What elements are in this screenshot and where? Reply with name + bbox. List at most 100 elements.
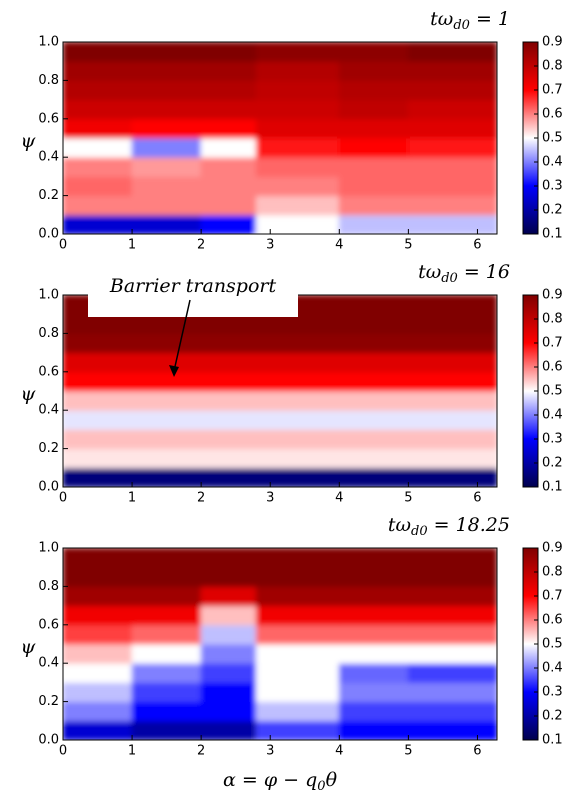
colorbar-tick-label: 0.5 — [542, 384, 563, 399]
colorbar-tick-label: 0.3 — [542, 432, 563, 447]
heatmap-cell — [131, 214, 202, 234]
heatmap-cell — [63, 428, 497, 450]
y-tick-label: 0.0 — [38, 227, 59, 242]
plot-frame — [62, 41, 498, 235]
x-tick-label: 5 — [404, 491, 412, 506]
heatmap-cell — [200, 118, 257, 139]
heatmap-cell — [255, 548, 340, 568]
colorbar-tick-label: 0.3 — [542, 685, 563, 700]
heatmap-cell — [63, 467, 497, 487]
heatmap-cell — [255, 624, 340, 645]
x-tick-label: 3 — [266, 238, 274, 253]
heatmap-cell — [200, 624, 257, 645]
heatmap-cell — [131, 99, 202, 120]
heatmap-cell — [63, 448, 497, 469]
colorbar-tick-label: 0.4 — [542, 155, 563, 170]
colorbar-tick-label: 0.2 — [542, 203, 563, 218]
colorbar-tick-label: 0.2 — [542, 456, 563, 471]
heatmap-cell — [338, 548, 409, 568]
y-axis-label: ψ — [21, 383, 37, 405]
heatmap-cell — [338, 662, 409, 683]
heatmap-cell — [407, 720, 497, 740]
heatmap-cell — [63, 313, 497, 334]
y-axis-label: ψ — [21, 130, 37, 152]
y-tick-label: 0.0 — [38, 733, 59, 748]
heatmap-cell — [200, 214, 257, 234]
heatmap-cell — [131, 585, 202, 607]
heatmap-cell — [255, 643, 340, 664]
heatmap-cell — [200, 548, 257, 568]
heatmap-cell — [131, 175, 202, 197]
heatmap-cell — [338, 585, 409, 607]
x-tick-label: 3 — [266, 491, 274, 506]
heatmap-cell — [200, 585, 257, 607]
heatmap-cell — [255, 175, 340, 197]
x-tick-label: 0 — [59, 491, 67, 506]
colorbar-tick-label: 0.6 — [542, 107, 563, 122]
x-tick-label: 4 — [335, 491, 343, 506]
heatmap-cell — [63, 624, 133, 645]
heatmap-cell — [255, 118, 340, 139]
y-tick-label: 0.4 — [38, 150, 59, 165]
heatmap-cell — [338, 175, 409, 197]
heatmap-cell — [63, 99, 133, 120]
x-tick-label: 5 — [404, 744, 412, 759]
y-tick-label: 0.8 — [38, 73, 59, 88]
heatmap-cell — [255, 720, 340, 740]
heatmap-cell — [407, 99, 497, 120]
colorbar-tick-label: 0.9 — [542, 35, 563, 50]
y-tick-label: 0.6 — [38, 617, 59, 632]
y-tick-label: 1.0 — [38, 35, 59, 50]
heatmap-cell — [255, 662, 340, 683]
y-tick-label: 0.2 — [38, 441, 59, 456]
heatmap-cell — [338, 60, 409, 81]
heatmap-cell — [131, 566, 202, 587]
x-tick-label: 4 — [335, 238, 343, 253]
y-tick-label: 1.0 — [38, 288, 59, 303]
heatmap-cell — [131, 643, 202, 664]
heatmap-cell — [200, 643, 257, 664]
heatmap-cell — [255, 42, 340, 62]
colorbar-tick-label: 0.5 — [542, 637, 563, 652]
heatmap-cell — [338, 624, 409, 645]
heatmap-cell — [255, 585, 340, 607]
heatmap-cell — [131, 118, 202, 139]
x-tick-label: 0 — [59, 238, 67, 253]
heatmap-cell — [407, 701, 497, 722]
heatmap-cell — [255, 99, 340, 120]
heatmap-cell — [131, 720, 202, 740]
heatmap-cell — [63, 137, 133, 158]
heatmap-cell — [338, 79, 409, 101]
heatmap-cell — [338, 195, 409, 216]
heatmap-cell — [200, 79, 257, 101]
heatmap-cell — [63, 681, 133, 703]
panel-title: tωd0 = 1 — [430, 8, 510, 33]
heatmap-cell — [63, 79, 133, 101]
heatmap-cell — [63, 214, 133, 234]
heatmap-cell — [255, 137, 340, 158]
x-tick-label: 1 — [128, 491, 136, 506]
y-tick-label: 0.4 — [38, 656, 59, 671]
heatmap-cell — [407, 662, 497, 683]
y-axis-label: ψ — [21, 636, 37, 658]
heatmap-cell — [63, 42, 133, 62]
heatmap-cells — [63, 42, 497, 234]
heatmap-cell — [63, 566, 133, 587]
heatmap-cell — [63, 409, 497, 430]
x-tick-label: 2 — [197, 238, 205, 253]
panel: 0 1 2 3 4 5 6 0.0 0.2 0.4 0.6 0.8 1.0 ψ tωd0 = 1 0.1 0.2… — [21, 8, 563, 253]
heatmap-cell — [63, 118, 133, 139]
heatmap-cell — [200, 60, 257, 81]
x-tick-label: 2 — [197, 491, 205, 506]
heatmap-cell — [131, 662, 202, 683]
heatmap-cell — [131, 624, 202, 645]
heatmap-cell — [338, 42, 409, 62]
heatmap-cell — [255, 214, 340, 234]
heatmap-cell — [63, 390, 497, 411]
heatmap-cell — [200, 720, 257, 740]
heatmap-cell — [407, 137, 497, 158]
heatmap-cell — [407, 214, 497, 234]
heatmap-cells — [63, 295, 497, 487]
heatmap-cell — [131, 60, 202, 81]
colorbar-tick-label: 0.1 — [542, 227, 563, 242]
